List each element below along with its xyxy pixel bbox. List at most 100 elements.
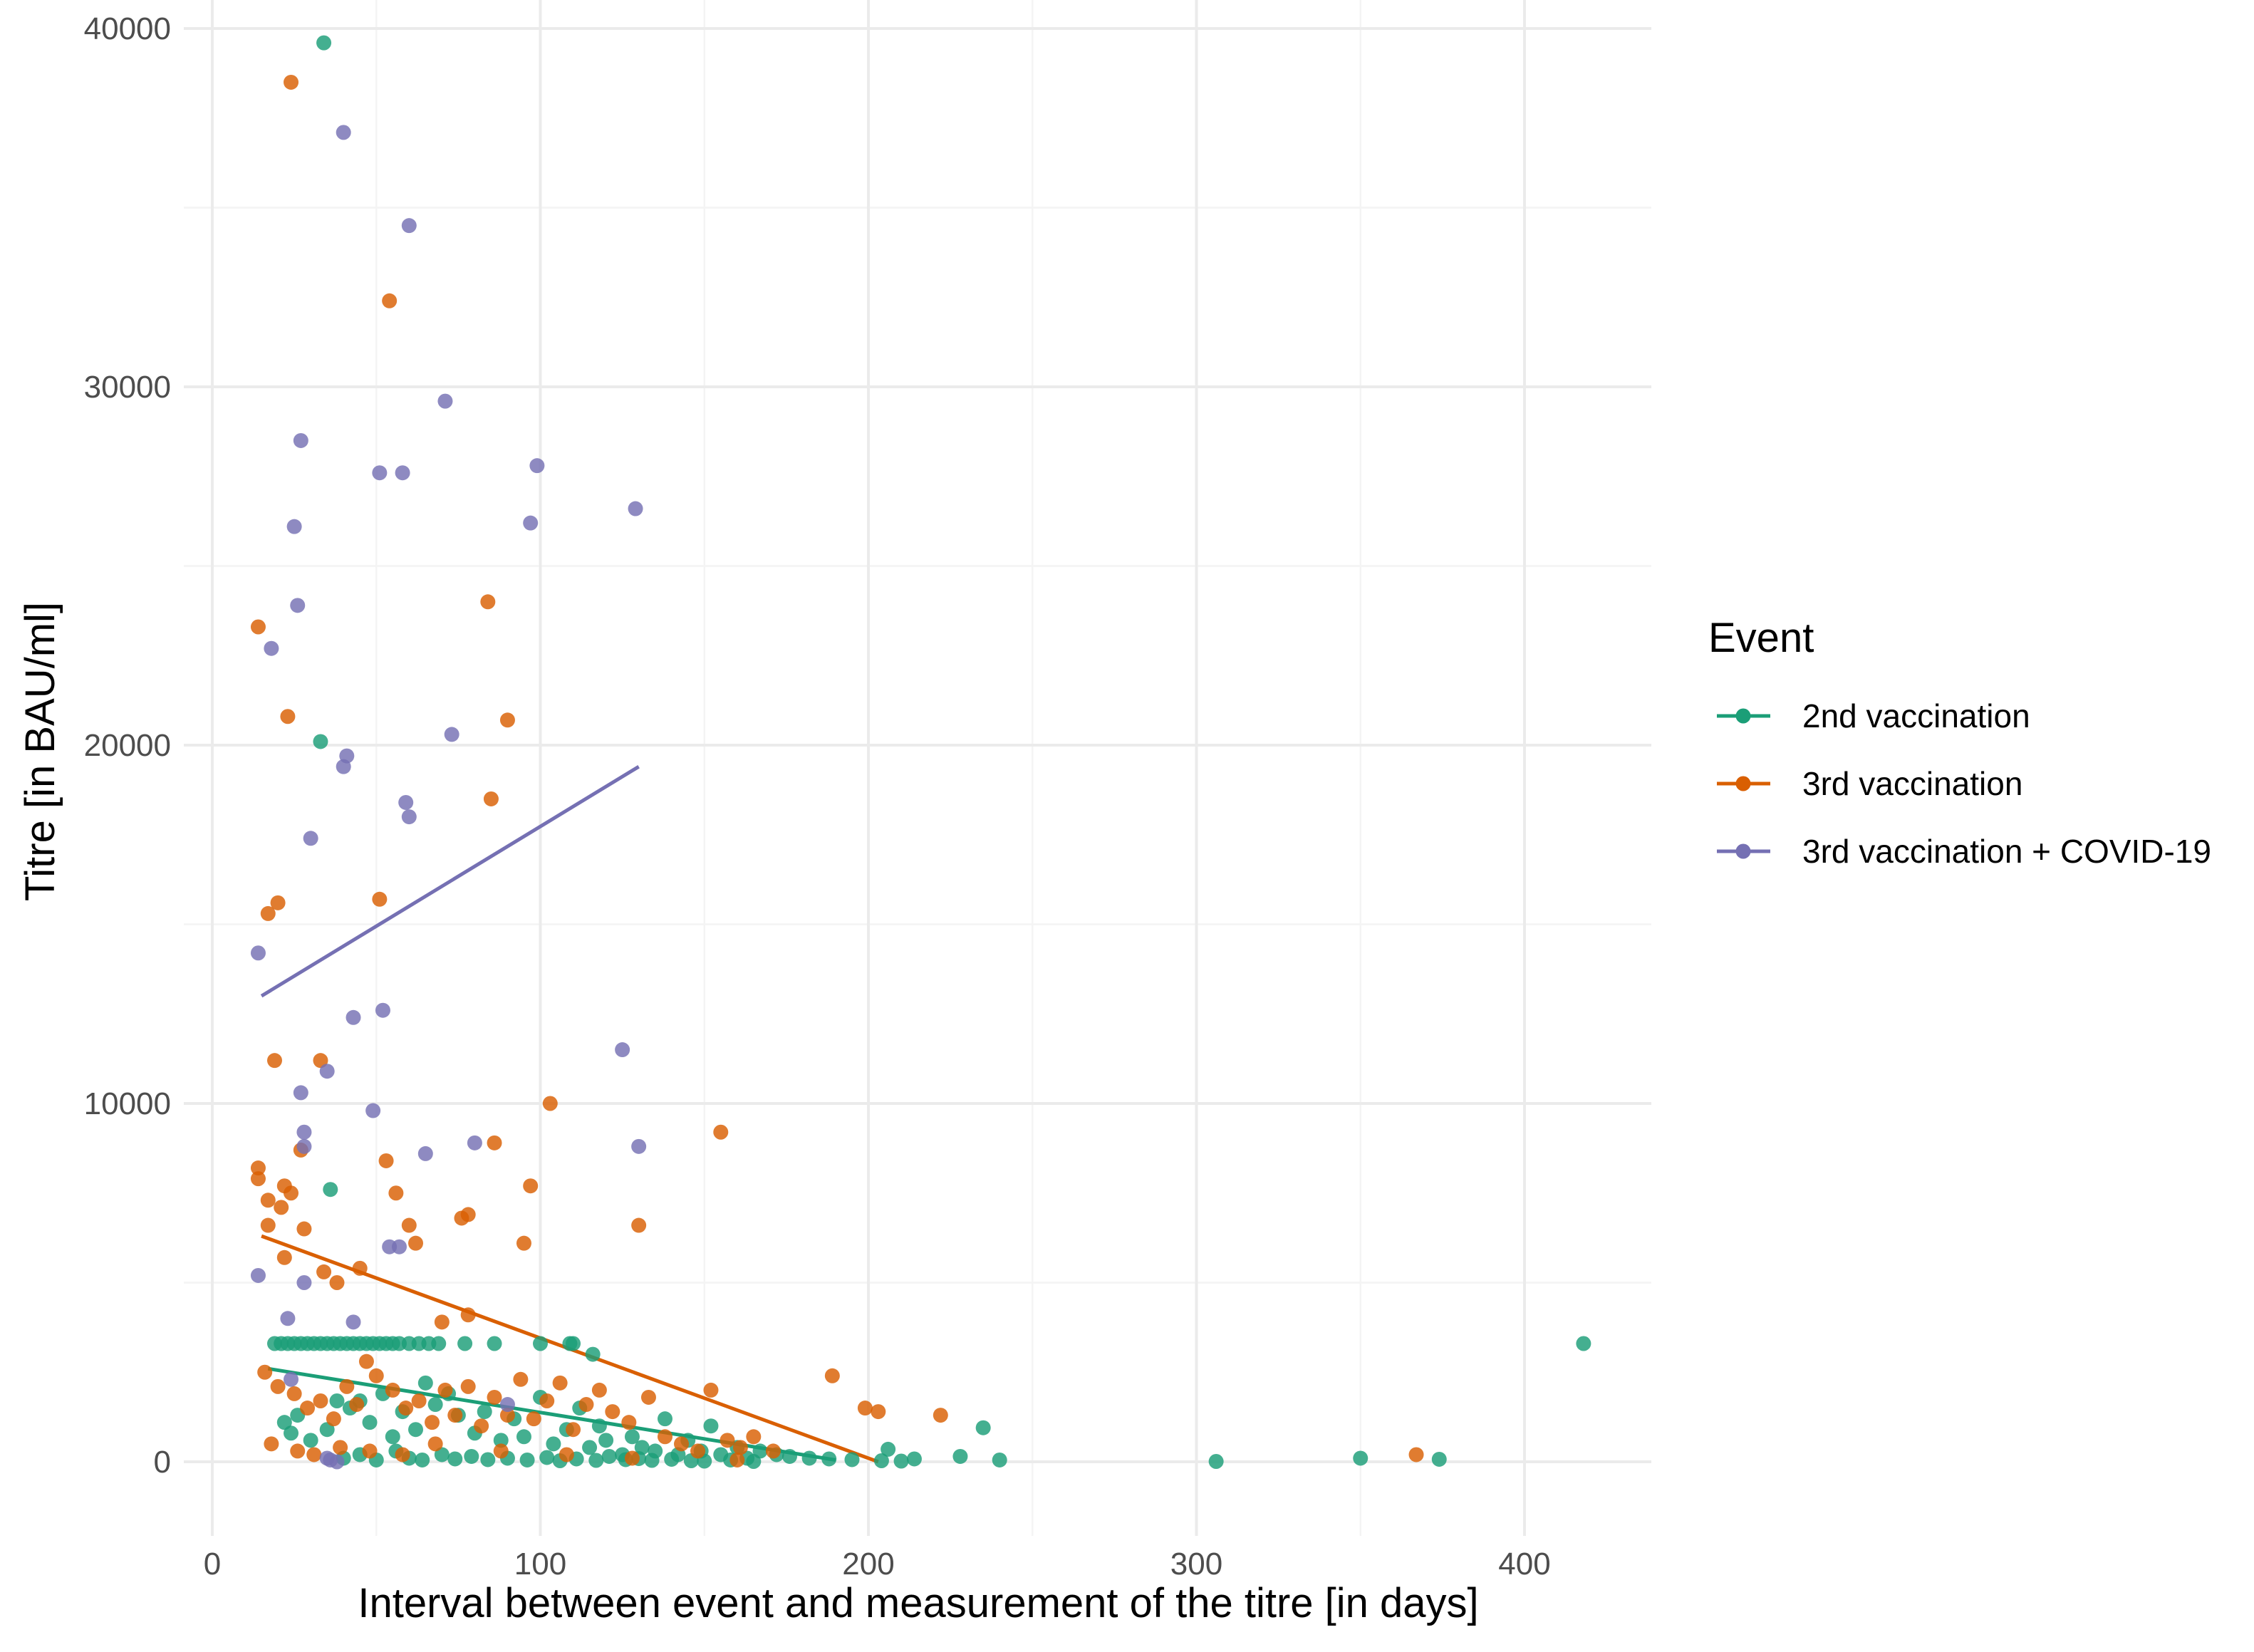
point-series-2 [427,1436,443,1452]
legend-label: 3rd vaccination + COVID-19 [1802,833,2211,870]
point-series-2 [408,1235,424,1251]
point-series-2 [487,1135,502,1150]
point-series-3 [280,1311,296,1326]
point-series-3 [365,1103,381,1118]
point-series-2 [657,1429,672,1445]
point-series-2 [933,1408,948,1423]
point-series-2 [460,1207,476,1222]
point-series-1 [284,1425,299,1441]
point-series-2 [372,891,388,907]
point-series-2 [266,1053,282,1069]
point-series-2 [378,1153,394,1168]
point-series-2 [388,1185,404,1201]
legend-label: 3rd vaccination [1802,765,2022,802]
x-tick-label: 200 [842,1547,894,1581]
point-series-2 [516,1235,531,1251]
point-series-1 [362,1415,378,1430]
point-series-2 [690,1443,706,1459]
point-series-2 [300,1401,316,1416]
point-series-3 [391,1239,407,1254]
point-series-2 [460,1307,476,1323]
point-series-1 [821,1451,837,1467]
point-series-1 [516,1429,531,1445]
point-series-1 [975,1420,991,1435]
point-series-2 [480,594,496,610]
point-series-1 [316,35,332,51]
point-series-1 [477,1404,492,1420]
point-series-1 [644,1453,660,1468]
point-series-1 [598,1433,614,1448]
point-series-2 [703,1382,719,1398]
point-series-2 [284,74,299,90]
point-series-1 [487,1336,502,1351]
point-series-2 [871,1404,886,1420]
point-series-3 [395,465,410,481]
point-series-2 [260,1193,276,1208]
x-axis-title: Interval between event and measurement o… [358,1580,1478,1626]
legend-item: 3rd vaccination [1717,765,2022,802]
legend-label: 2nd vaccination [1802,697,2030,734]
point-series-2 [382,293,398,308]
minor-gridlines [184,0,1651,1536]
point-series-3 [284,1371,299,1387]
x-tick-label: 0 [204,1547,221,1581]
point-series-2 [316,1264,332,1279]
point-series-2 [385,1382,400,1398]
point-series-2 [290,1443,306,1459]
point-series-2 [313,1053,328,1069]
point-series-3 [296,1275,312,1290]
point-series-2 [349,1397,365,1413]
y-tick-label: 20000 [84,728,171,763]
point-series-2 [250,1160,266,1176]
point-series-3 [319,1450,335,1466]
point-series-2 [552,1375,568,1391]
point-series-3 [336,759,351,774]
point-series-2 [276,1178,292,1194]
point-series-2 [523,1178,539,1194]
point-series-3 [296,1138,312,1154]
point-series-1 [417,1375,433,1391]
point-series-2 [746,1429,762,1445]
point-series-2 [566,1422,581,1438]
point-series-2 [306,1447,322,1463]
point-series-1 [588,1453,604,1468]
point-series-1 [844,1452,860,1467]
point-series-2 [270,1378,286,1394]
point-series-2 [824,1368,840,1383]
point-series-3 [250,1267,266,1283]
point-series-2 [474,1418,489,1434]
point-series-2 [368,1368,384,1383]
point-series-1 [873,1453,889,1468]
point-series-2 [591,1382,607,1398]
point-series-2 [270,895,286,910]
point-series-2 [274,1200,289,1215]
point-series-3 [417,1146,433,1161]
point-series-1 [319,1422,335,1438]
x-tick-label: 400 [1498,1547,1550,1581]
point-series-1 [664,1451,680,1467]
point-series-2 [713,1124,729,1140]
legend-item: 3rd vaccination + COVID-19 [1717,833,2211,870]
point-series-3 [346,1314,361,1330]
point-series-2 [333,1440,348,1455]
point-series-2 [425,1415,440,1430]
point-series-1 [313,734,328,749]
point-series-1 [546,1436,561,1452]
x-tick-label: 100 [514,1547,566,1581]
data-points [250,35,1591,1470]
point-series-3 [444,727,459,742]
legend: Event 2nd vaccination 3rd vaccination 3rd … [1708,615,2211,870]
point-series-1 [657,1411,672,1427]
y-tick-label: 30000 [84,370,171,405]
legend-point-swatch [1735,708,1751,724]
point-series-2 [395,1447,410,1463]
point-series-2 [720,1433,735,1448]
point-series-2 [437,1382,453,1398]
point-series-1 [385,1429,400,1445]
legend-title: Event [1708,615,1814,661]
point-series-2 [621,1415,637,1430]
point-series-1 [323,1182,338,1198]
point-series-1 [746,1453,762,1469]
legend-point-swatch [1735,776,1751,791]
point-series-2 [339,1378,355,1394]
